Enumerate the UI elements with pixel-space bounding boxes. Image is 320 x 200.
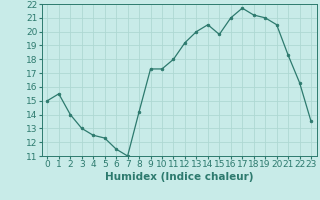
- X-axis label: Humidex (Indice chaleur): Humidex (Indice chaleur): [105, 172, 253, 182]
